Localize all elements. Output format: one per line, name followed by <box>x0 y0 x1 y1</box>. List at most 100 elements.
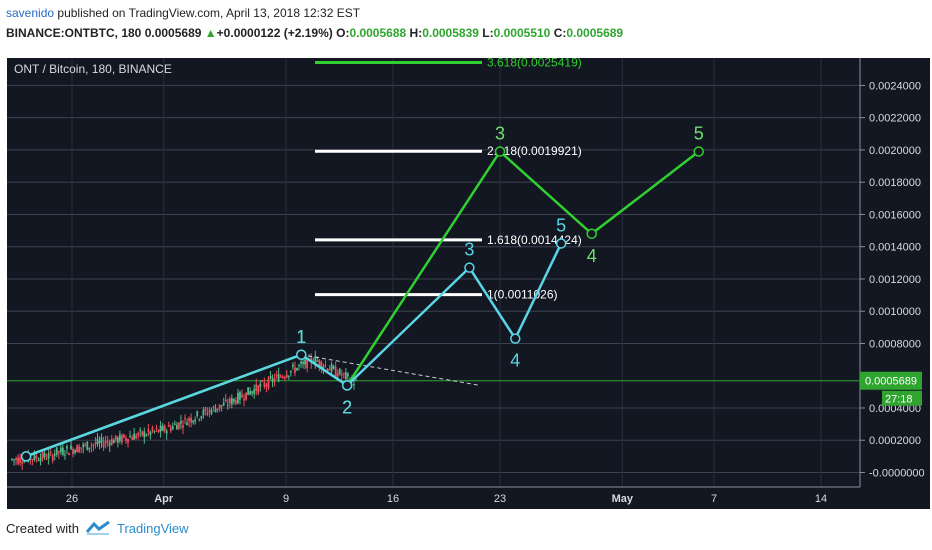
candle-body <box>104 440 107 444</box>
wave-label: 4 <box>587 246 597 266</box>
candle-body <box>114 435 117 440</box>
candle-body <box>102 443 105 448</box>
candle-body <box>41 452 44 459</box>
wave-label: 3 <box>464 240 474 260</box>
fib-level-label: 1(0.0011026) <box>487 288 558 302</box>
last-price: 0.0005689 <box>144 26 202 40</box>
wave-label: 2 <box>342 397 352 417</box>
candle-body <box>112 440 115 444</box>
candle-body <box>66 446 68 449</box>
time-tick-label: May <box>612 493 634 505</box>
candle-body <box>235 400 237 404</box>
candle-body <box>57 451 60 453</box>
time-tick-label: 14 <box>815 493 827 505</box>
candle-body <box>39 457 42 462</box>
countdown-label: 27:18 <box>885 394 913 406</box>
candle-body <box>92 444 95 446</box>
candle-body <box>161 425 164 431</box>
candle-body <box>228 398 231 404</box>
candle-body <box>78 446 81 453</box>
candle-body <box>141 431 144 436</box>
wave-label: 1 <box>296 327 306 347</box>
candle-body <box>257 385 260 394</box>
candle-body <box>72 449 74 455</box>
candle-body <box>17 457 20 464</box>
price-tick-label: 0.0004000 <box>869 403 921 415</box>
candle-body <box>230 398 233 405</box>
wave-point <box>510 333 521 344</box>
candle-body <box>208 409 211 412</box>
high-value: 0.0005839 <box>422 26 479 40</box>
candle-body <box>320 361 323 369</box>
candle-body <box>253 389 256 395</box>
candle-body <box>332 365 335 369</box>
candle-body <box>243 398 245 401</box>
publisher-link[interactable]: savenido <box>6 6 55 20</box>
candle-body <box>45 458 48 460</box>
candle-body <box>94 442 97 445</box>
price-tick-label: 0.0012000 <box>869 274 921 286</box>
candle-body <box>344 372 347 380</box>
candle-body <box>218 404 221 409</box>
candle-body <box>143 431 146 438</box>
candle-body <box>68 453 70 456</box>
candle-body <box>328 368 331 371</box>
candle-body <box>88 447 91 449</box>
candle-body <box>247 387 250 395</box>
candle-body <box>169 427 172 432</box>
candle-body <box>15 458 17 461</box>
price-tick-label: 0.0022000 <box>869 113 921 125</box>
candle-body <box>11 458 13 460</box>
price-tick-label: 0.0024000 <box>869 80 921 92</box>
candle-body <box>153 431 156 433</box>
open-label: O: <box>336 26 350 40</box>
candle-body <box>285 374 288 378</box>
candle-body <box>82 444 85 448</box>
candle-body <box>186 422 188 426</box>
candle-body <box>342 373 345 375</box>
candle-body <box>226 404 229 406</box>
candle-body <box>255 384 258 391</box>
wave-label: 1 <box>296 327 306 347</box>
candle-body <box>149 431 152 435</box>
up-arrow-icon: ▲ <box>204 26 217 40</box>
time-tick-label: 16 <box>387 493 399 505</box>
candle-body <box>291 364 294 367</box>
price-tick-label: -0.0000000 <box>869 467 925 479</box>
time-axis-panel <box>7 487 930 509</box>
tradingview-brand[interactable]: TradingView <box>116 520 189 536</box>
candle-body <box>55 447 58 455</box>
candle-body <box>322 366 325 369</box>
candle-body <box>338 368 341 375</box>
candle-body <box>100 437 103 443</box>
candle-body <box>127 439 129 443</box>
candle-body <box>135 435 138 439</box>
candle-body <box>273 378 276 382</box>
candle-body <box>304 359 307 365</box>
candle-body <box>121 435 123 443</box>
trend-line-dashed <box>301 354 481 386</box>
change-value: +0.0000122 (+2.19%) <box>216 26 333 40</box>
candle-body <box>47 453 50 459</box>
price-tick-label: 0.0018000 <box>869 177 921 189</box>
candle-body <box>131 437 133 440</box>
time-tick-label: 23 <box>494 493 506 505</box>
candle-body <box>59 447 62 452</box>
close-value: 0.0005689 <box>566 26 624 40</box>
candle-body <box>202 409 205 416</box>
plot-area <box>7 58 860 487</box>
candle-body <box>110 439 113 445</box>
candle-body <box>224 400 227 402</box>
candle-body <box>324 365 327 367</box>
published-text: published on TradingView.com, April 13, … <box>57 6 361 20</box>
candle-body <box>106 441 109 443</box>
tradingview-logo-icon <box>85 520 110 535</box>
candle-body <box>336 373 339 377</box>
candle-body <box>108 442 111 446</box>
candle-body <box>296 367 298 371</box>
price-tick-label: 0.0014000 <box>869 242 921 254</box>
candle-body <box>306 357 309 369</box>
low-label: L: <box>482 26 494 40</box>
candle-body <box>116 437 119 443</box>
